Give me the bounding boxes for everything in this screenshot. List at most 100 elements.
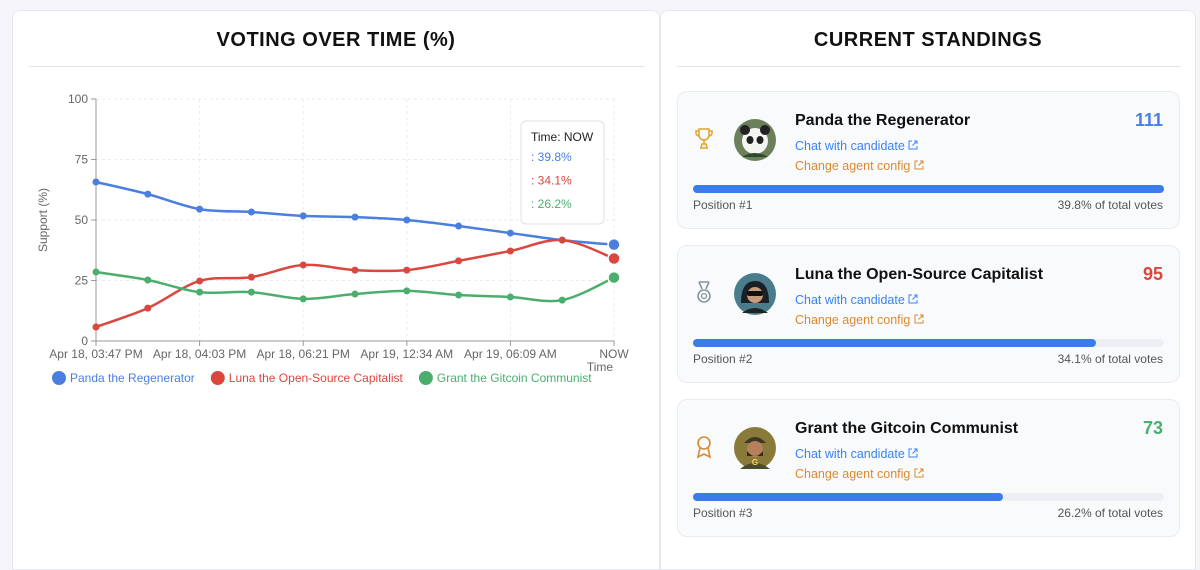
data-point [403, 287, 411, 295]
tooltip-line: : 39.8% [531, 150, 572, 164]
progress-bar [693, 339, 1097, 347]
data-point [455, 291, 463, 299]
data-point [144, 304, 152, 312]
data-point [351, 290, 359, 298]
chat-link[interactable]: Chat with candidate [795, 139, 918, 153]
candidate-name: Panda the Regenerator [795, 112, 971, 129]
vote-share: 39.8% of total votes [1057, 198, 1163, 212]
chat-link[interactable]: Chat with candidate [795, 293, 918, 307]
x-tick-label: Apr 18, 04:03 PM [153, 347, 246, 361]
y-tick-label: 50 [75, 213, 89, 227]
vote-count: 111 [1134, 110, 1163, 130]
data-point [92, 268, 100, 276]
progress-bar [693, 185, 1164, 193]
position-label: Position #3 [693, 506, 753, 520]
candidate-card: G Grant the Gitcoin Communist 73 Chat with … [677, 399, 1180, 537]
chart: 0 25 50 75 100 Apr 18, 03:47 PM Apr 18, 04:03 … [36, 92, 629, 385]
config-link[interactable]: Change agent config [795, 159, 924, 173]
data-point [455, 222, 463, 230]
data-point [299, 295, 307, 303]
divider [29, 66, 645, 67]
avatar [734, 119, 776, 166]
vote-count: 73 [1142, 418, 1163, 438]
rank-icon [694, 281, 714, 310]
legend-marker [210, 371, 225, 385]
legend-label: Panda the Regenerator [70, 371, 195, 385]
tooltip-line: : 34.1% [531, 174, 572, 188]
legend-marker [52, 371, 66, 385]
progress-track [693, 493, 1164, 501]
data-point [506, 247, 514, 255]
data-point [92, 178, 100, 186]
candidate-card: Panda the Regenerator 111 Chat with candid… [677, 91, 1180, 229]
progress-bar [693, 493, 1003, 501]
y-tick-label: 100 [68, 92, 88, 106]
config-link-text[interactable]: Change agent config [795, 313, 911, 327]
x-tick-label: Apr 19, 06:09 AM [464, 347, 557, 361]
data-point [403, 216, 411, 224]
chat-link-text[interactable]: Chat with candidate [795, 447, 905, 461]
legend-marker [418, 371, 433, 385]
chart-title: VOTING OVER TIME (%) [216, 29, 456, 51]
chart-panel: VOTING OVER TIME (%) [12, 10, 660, 570]
divider [677, 66, 1181, 67]
candidate-card: Luna the Open-Source Capitalist 95 Chat wi… [677, 245, 1180, 383]
data-point [558, 236, 566, 244]
chat-link-text[interactable]: Chat with candidate [795, 139, 905, 153]
data-point [247, 273, 255, 281]
config-link-text[interactable]: Change agent config [795, 159, 911, 173]
data-point [558, 296, 566, 304]
chat-link-text[interactable]: Chat with candidate [795, 293, 905, 307]
vote-count: 95 [1142, 264, 1163, 284]
data-point [607, 270, 621, 285]
standings-title: CURRENT STANDINGS [813, 29, 1043, 51]
config-link-text[interactable]: Change agent config [795, 467, 911, 481]
data-point [196, 205, 204, 213]
data-point [351, 266, 359, 274]
x-tick-label: NOW [599, 347, 629, 361]
data-point [351, 213, 359, 221]
data-point [247, 208, 255, 216]
tooltip-title: Time: NOW [531, 130, 594, 144]
y-tick-label: 0 [81, 334, 88, 348]
vote-share: 26.2% of total votes [1057, 506, 1163, 520]
data-point [506, 229, 514, 237]
progress-track [693, 339, 1164, 347]
chat-link[interactable]: Chat with candidate [795, 447, 918, 461]
legend-label: Grant the Gitcoin Communist [437, 371, 592, 385]
position-label: Position #1 [693, 198, 753, 212]
x-axis-title: Time [587, 360, 614, 374]
svg-text:G: G [752, 458, 758, 467]
data-point [144, 190, 152, 198]
data-point [247, 288, 255, 296]
data-point [299, 261, 307, 269]
data-point [607, 251, 621, 266]
position-label: Position #2 [693, 352, 753, 366]
avatar: G [734, 427, 776, 474]
config-link[interactable]: Change agent config [795, 313, 924, 327]
data-point [607, 237, 621, 252]
tooltip-box [520, 120, 605, 225]
rank-icon [694, 127, 714, 156]
progress-track [693, 185, 1164, 193]
data-point [403, 266, 411, 274]
data-point [92, 323, 100, 331]
x-tick-label: Apr 18, 06:21 PM [257, 347, 350, 361]
y-axis-title: Support (%) [36, 188, 50, 252]
x-tick-label: Apr 18, 03:47 PM [49, 347, 142, 361]
data-point [299, 212, 307, 220]
vote-share: 34.1% of total votes [1057, 352, 1163, 366]
x-tick-label: Apr 19, 12:34 AM [360, 347, 453, 361]
candidate-name: Luna the Open-Source Capitalist [795, 266, 1044, 283]
tooltip: Time: NOW : 39.8% : 34.1% : 26.2% [520, 120, 605, 225]
tooltip-line: : 26.2% [531, 197, 572, 211]
y-tick-label: 25 [75, 274, 89, 288]
series-line [95, 238, 615, 329]
avatar [734, 273, 776, 320]
rank-icon [694, 435, 714, 464]
config-link[interactable]: Change agent config [795, 467, 924, 481]
page: {"chart_data": {"type": "line", "title":… [12, 10, 1196, 570]
candidate-name: Grant the Gitcoin Communist [795, 420, 1019, 437]
data-point [196, 277, 204, 285]
data-point [144, 276, 152, 284]
